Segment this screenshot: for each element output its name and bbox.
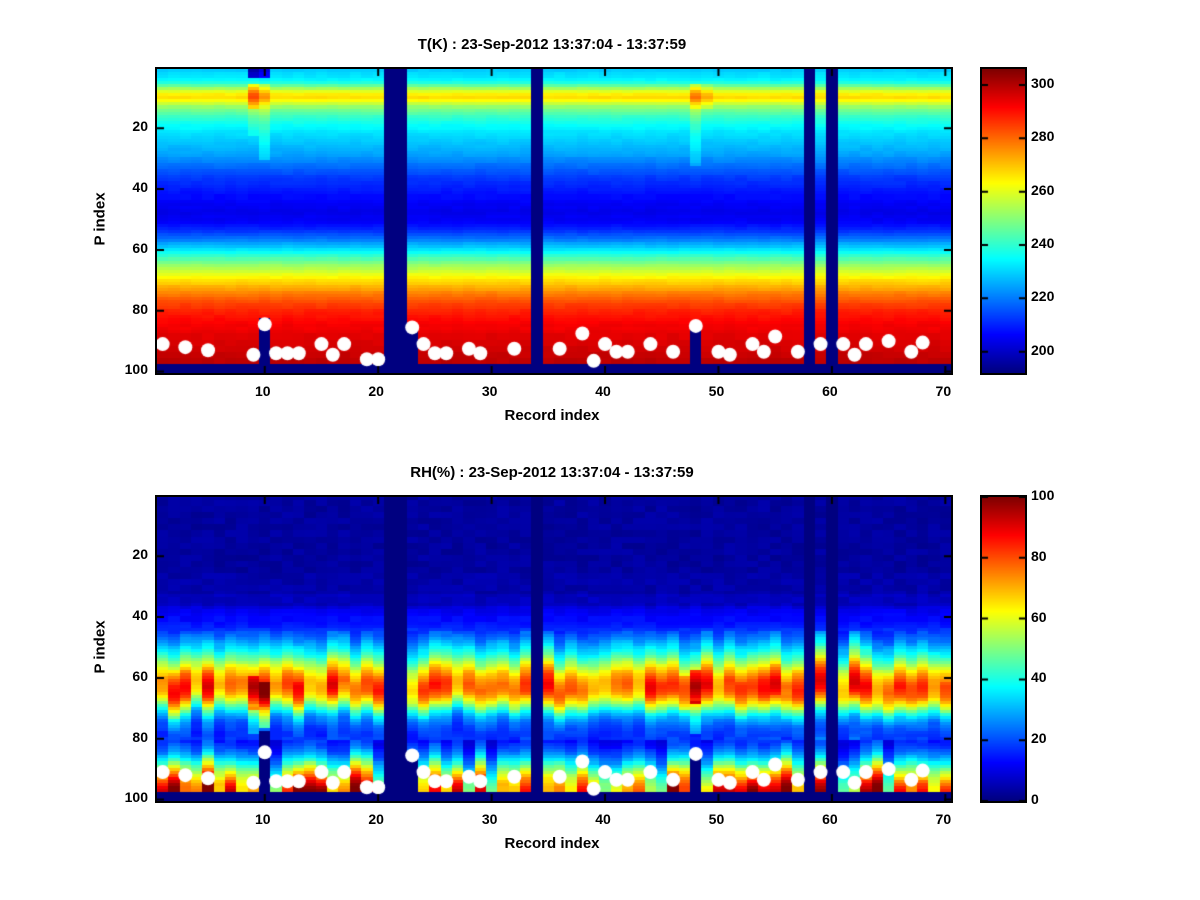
colorbar-tick-label: 60 — [1031, 608, 1047, 625]
temperature-colorbar-canvas — [980, 67, 1027, 375]
x-tick-label: 20 — [368, 383, 384, 399]
colorbar-tick-label: 20 — [1031, 730, 1047, 747]
y-tick-label: 60 — [132, 667, 148, 684]
y-tick-label: 100 — [124, 361, 148, 378]
x-tick-label: 70 — [935, 811, 952, 827]
temperature-plot-title: T(K) : 23-Sep-2012 13:37:04 - 13:37:59 — [417, 36, 687, 53]
x-tick-label: 50 — [708, 383, 725, 399]
humidity-heatmap-canvas — [155, 495, 953, 803]
y-tick-label: 40 — [132, 179, 148, 196]
humidity-plot-xlabel: Record index — [504, 835, 600, 852]
y-tick-label: 80 — [132, 728, 148, 745]
y-tick-label: 80 — [132, 300, 148, 317]
colorbar-tick-label: 300 — [1031, 75, 1055, 91]
colorbar-tick-label: 240 — [1031, 235, 1055, 251]
x-tick-label: 40 — [595, 811, 611, 827]
x-tick-label: 30 — [481, 383, 498, 399]
colorbar-tick-label: 280 — [1031, 128, 1055, 145]
temperature-plot-ylabel: P index — [91, 192, 109, 246]
y-tick-label: 60 — [132, 239, 148, 256]
y-tick-label: 20 — [132, 118, 148, 135]
x-tick-label: 70 — [935, 383, 952, 399]
x-tick-label: 10 — [254, 811, 271, 827]
y-tick-label: 40 — [132, 607, 148, 624]
colorbar-tick-label: 200 — [1031, 341, 1055, 358]
humidity-plot-title: RH(%) : 23-Sep-2012 13:37:04 - 13:37:59 — [410, 464, 694, 481]
colorbar-tick-label: 220 — [1031, 288, 1055, 305]
colorbar-tick-label: 40 — [1031, 669, 1047, 686]
x-tick-label: 10 — [254, 383, 271, 399]
x-tick-label: 30 — [481, 811, 498, 827]
humidity-plot-ylabel: P index — [91, 620, 109, 674]
colorbar-tick-label: 0 — [1031, 791, 1039, 807]
temperature-heatmap-canvas — [155, 67, 953, 375]
x-tick-label: 60 — [822, 811, 838, 827]
colorbar-tick-label: 80 — [1031, 547, 1047, 564]
y-tick-label: 100 — [124, 789, 148, 806]
y-tick-label: 20 — [132, 546, 148, 563]
colorbar-tick-label: 100 — [1031, 487, 1055, 503]
colorbar-tick-label: 260 — [1031, 181, 1055, 198]
x-tick-label: 60 — [822, 383, 838, 399]
temperature-plot-xlabel: Record index — [504, 407, 600, 424]
x-tick-label: 50 — [708, 811, 725, 827]
x-tick-label: 20 — [368, 811, 384, 827]
humidity-colorbar-canvas — [980, 495, 1027, 803]
x-tick-label: 40 — [595, 383, 611, 399]
